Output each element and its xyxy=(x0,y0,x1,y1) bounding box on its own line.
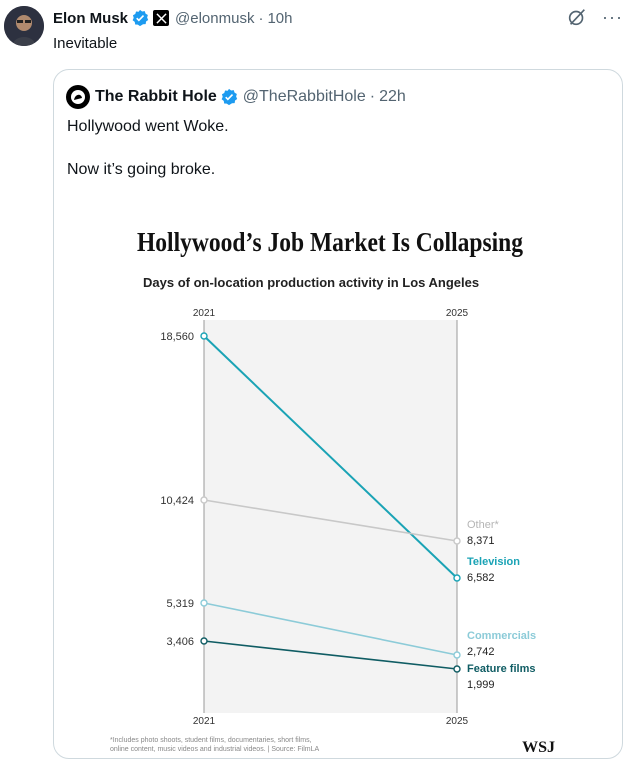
chart-image[interactable]: Hollywood’s Job Market Is Collapsing Day… xyxy=(54,200,622,758)
quoted-author-avatar[interactable] xyxy=(66,85,90,109)
separator-dot: · xyxy=(369,88,376,105)
plot-panel xyxy=(204,320,457,713)
data-point-television-2025 xyxy=(453,574,461,582)
value-label-television-2025: 6,582 xyxy=(467,572,495,584)
data-point-feature-films-2025 xyxy=(453,665,461,673)
chart-footnote-line-2: online content, music videos and industr… xyxy=(110,746,320,753)
chart-svg: Hollywood’s Job Market Is Collapsing Day… xyxy=(110,227,555,756)
grok-icon[interactable] xyxy=(566,6,588,28)
more-options-icon[interactable]: ··· xyxy=(602,7,623,27)
series-line-feature-films xyxy=(203,640,458,670)
value-label-other-2025: 8,371 xyxy=(467,535,495,547)
series-label-commercials: Commercials xyxy=(467,630,536,642)
x-affiliation-icon[interactable] xyxy=(153,10,170,26)
quoted-tweet-timestamp[interactable]: 22h xyxy=(379,88,406,105)
quoted-tweet-text-line-1: Hollywood went Woke. xyxy=(67,118,229,135)
chart-subtitle: Days of on-location production activity … xyxy=(143,275,479,290)
chart-footnote-line-1: *Includes photo shoots, student films, d… xyxy=(110,737,312,744)
data-point-other-2025 xyxy=(453,537,461,545)
tweet-text: Inevitable xyxy=(53,35,118,52)
series-label-television: Television xyxy=(467,556,520,568)
data-point-commercials-2021 xyxy=(200,599,208,607)
verified-badge-icon[interactable] xyxy=(220,88,238,106)
value-label-commercials-2021: 5,319 xyxy=(166,598,194,610)
tweet-header: Elon Musk @elonmusk · 10h xyxy=(53,8,292,28)
x-tick-label-bottom-2021: 2021 xyxy=(193,716,216,727)
separator-dot: · xyxy=(258,9,264,27)
series-label-feature-films: Feature films xyxy=(467,663,535,675)
value-label-feature-films-2025: 1,999 xyxy=(467,679,495,691)
quoted-author-handle[interactable]: @TheRabbitHole xyxy=(242,88,366,105)
x-tick-label-bottom-2025: 2025 xyxy=(446,716,469,727)
tweet-top-actions: ··· xyxy=(566,6,623,28)
rabbit-logo-icon xyxy=(71,90,85,104)
quoted-tweet-text-line-2: Now it’s going broke. xyxy=(67,161,216,178)
avatar-image xyxy=(4,6,44,46)
value-label-feature-films-2021: 3,406 xyxy=(166,636,194,648)
verified-badge-icon[interactable] xyxy=(131,9,149,27)
quoted-author-name[interactable]: The Rabbit Hole xyxy=(95,88,217,105)
data-point-television-2021 xyxy=(200,332,208,340)
data-point-feature-films-2021 xyxy=(200,637,208,645)
author-name[interactable]: Elon Musk xyxy=(53,9,129,27)
data-point-commercials-2025 xyxy=(453,651,461,659)
series-label-other: Other* xyxy=(467,519,500,531)
series-layer: 18,560 Television 6,582 10,424 Other* 8,371 5,… xyxy=(160,331,536,691)
author-avatar[interactable] xyxy=(4,6,44,46)
series-line-commercials xyxy=(203,602,458,656)
series-line-other xyxy=(203,499,458,542)
data-point-other-2021 xyxy=(200,496,208,504)
x-tick-label-top-2025: 2025 xyxy=(446,308,469,319)
value-label-other-2021: 10,424 xyxy=(160,495,194,507)
tweet-timestamp[interactable]: 10h xyxy=(267,9,293,27)
value-label-television-2021: 18,560 xyxy=(160,331,194,343)
chart-title: Hollywood’s Job Market Is Collapsing xyxy=(137,227,523,257)
quoted-tweet-header: The Rabbit Hole @TheRabbitHole · 22h xyxy=(66,85,406,109)
x-tick-label-top-2021: 2021 xyxy=(193,308,216,319)
wsj-logo: WSJ xyxy=(522,739,555,756)
series-line-television xyxy=(203,335,458,579)
author-handle[interactable]: @elonmusk xyxy=(175,9,255,27)
quoted-tweet[interactable]: The Rabbit Hole @TheRabbitHole · 22h Hol… xyxy=(53,69,623,759)
value-label-commercials-2025: 2,742 xyxy=(467,646,495,658)
